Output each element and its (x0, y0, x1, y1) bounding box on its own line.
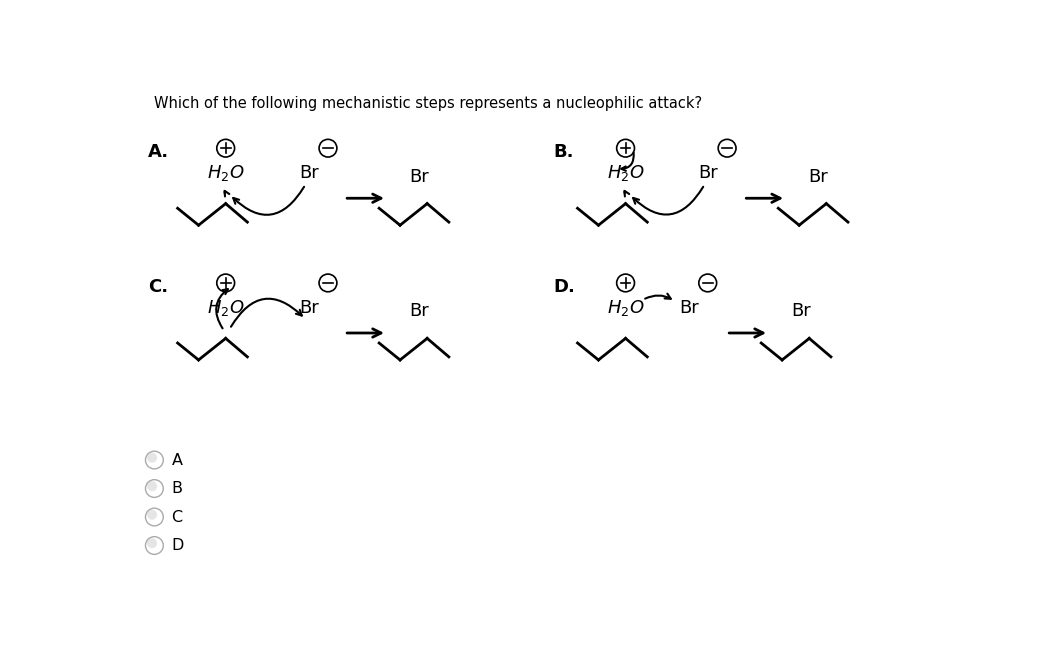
FancyArrowPatch shape (233, 187, 304, 215)
Text: $H_2O$: $H_2O$ (606, 163, 644, 183)
Circle shape (147, 481, 157, 492)
Circle shape (147, 452, 157, 463)
Text: Br: Br (809, 168, 829, 186)
Text: Which of the following mechanistic steps represents a nucleophilic attack?: Which of the following mechanistic steps… (154, 96, 703, 111)
Text: Br: Br (680, 299, 699, 316)
FancyArrowPatch shape (216, 289, 228, 328)
Text: B.: B. (554, 143, 574, 161)
Text: Br: Br (409, 303, 429, 320)
FancyArrowPatch shape (224, 191, 230, 197)
Text: Br: Br (300, 164, 319, 182)
Text: Br: Br (699, 164, 719, 182)
Text: D: D (171, 538, 184, 553)
FancyArrowPatch shape (645, 294, 670, 299)
Text: Br: Br (409, 168, 429, 186)
Text: C: C (171, 510, 183, 525)
Text: C.: C. (148, 278, 168, 296)
Text: B: B (171, 481, 183, 496)
Text: A.: A. (148, 143, 169, 161)
Text: Br: Br (792, 303, 811, 320)
Text: D.: D. (554, 278, 575, 296)
Circle shape (147, 538, 157, 548)
Text: $H_2O$: $H_2O$ (207, 163, 244, 183)
FancyArrowPatch shape (624, 191, 629, 197)
FancyArrowPatch shape (621, 152, 634, 171)
Text: $H_2O$: $H_2O$ (207, 298, 244, 318)
FancyArrowPatch shape (634, 187, 703, 215)
FancyArrowPatch shape (231, 299, 302, 327)
Text: A: A (171, 452, 183, 467)
Text: $H_2O$: $H_2O$ (606, 298, 644, 318)
Text: Br: Br (300, 299, 319, 316)
Circle shape (147, 510, 157, 519)
